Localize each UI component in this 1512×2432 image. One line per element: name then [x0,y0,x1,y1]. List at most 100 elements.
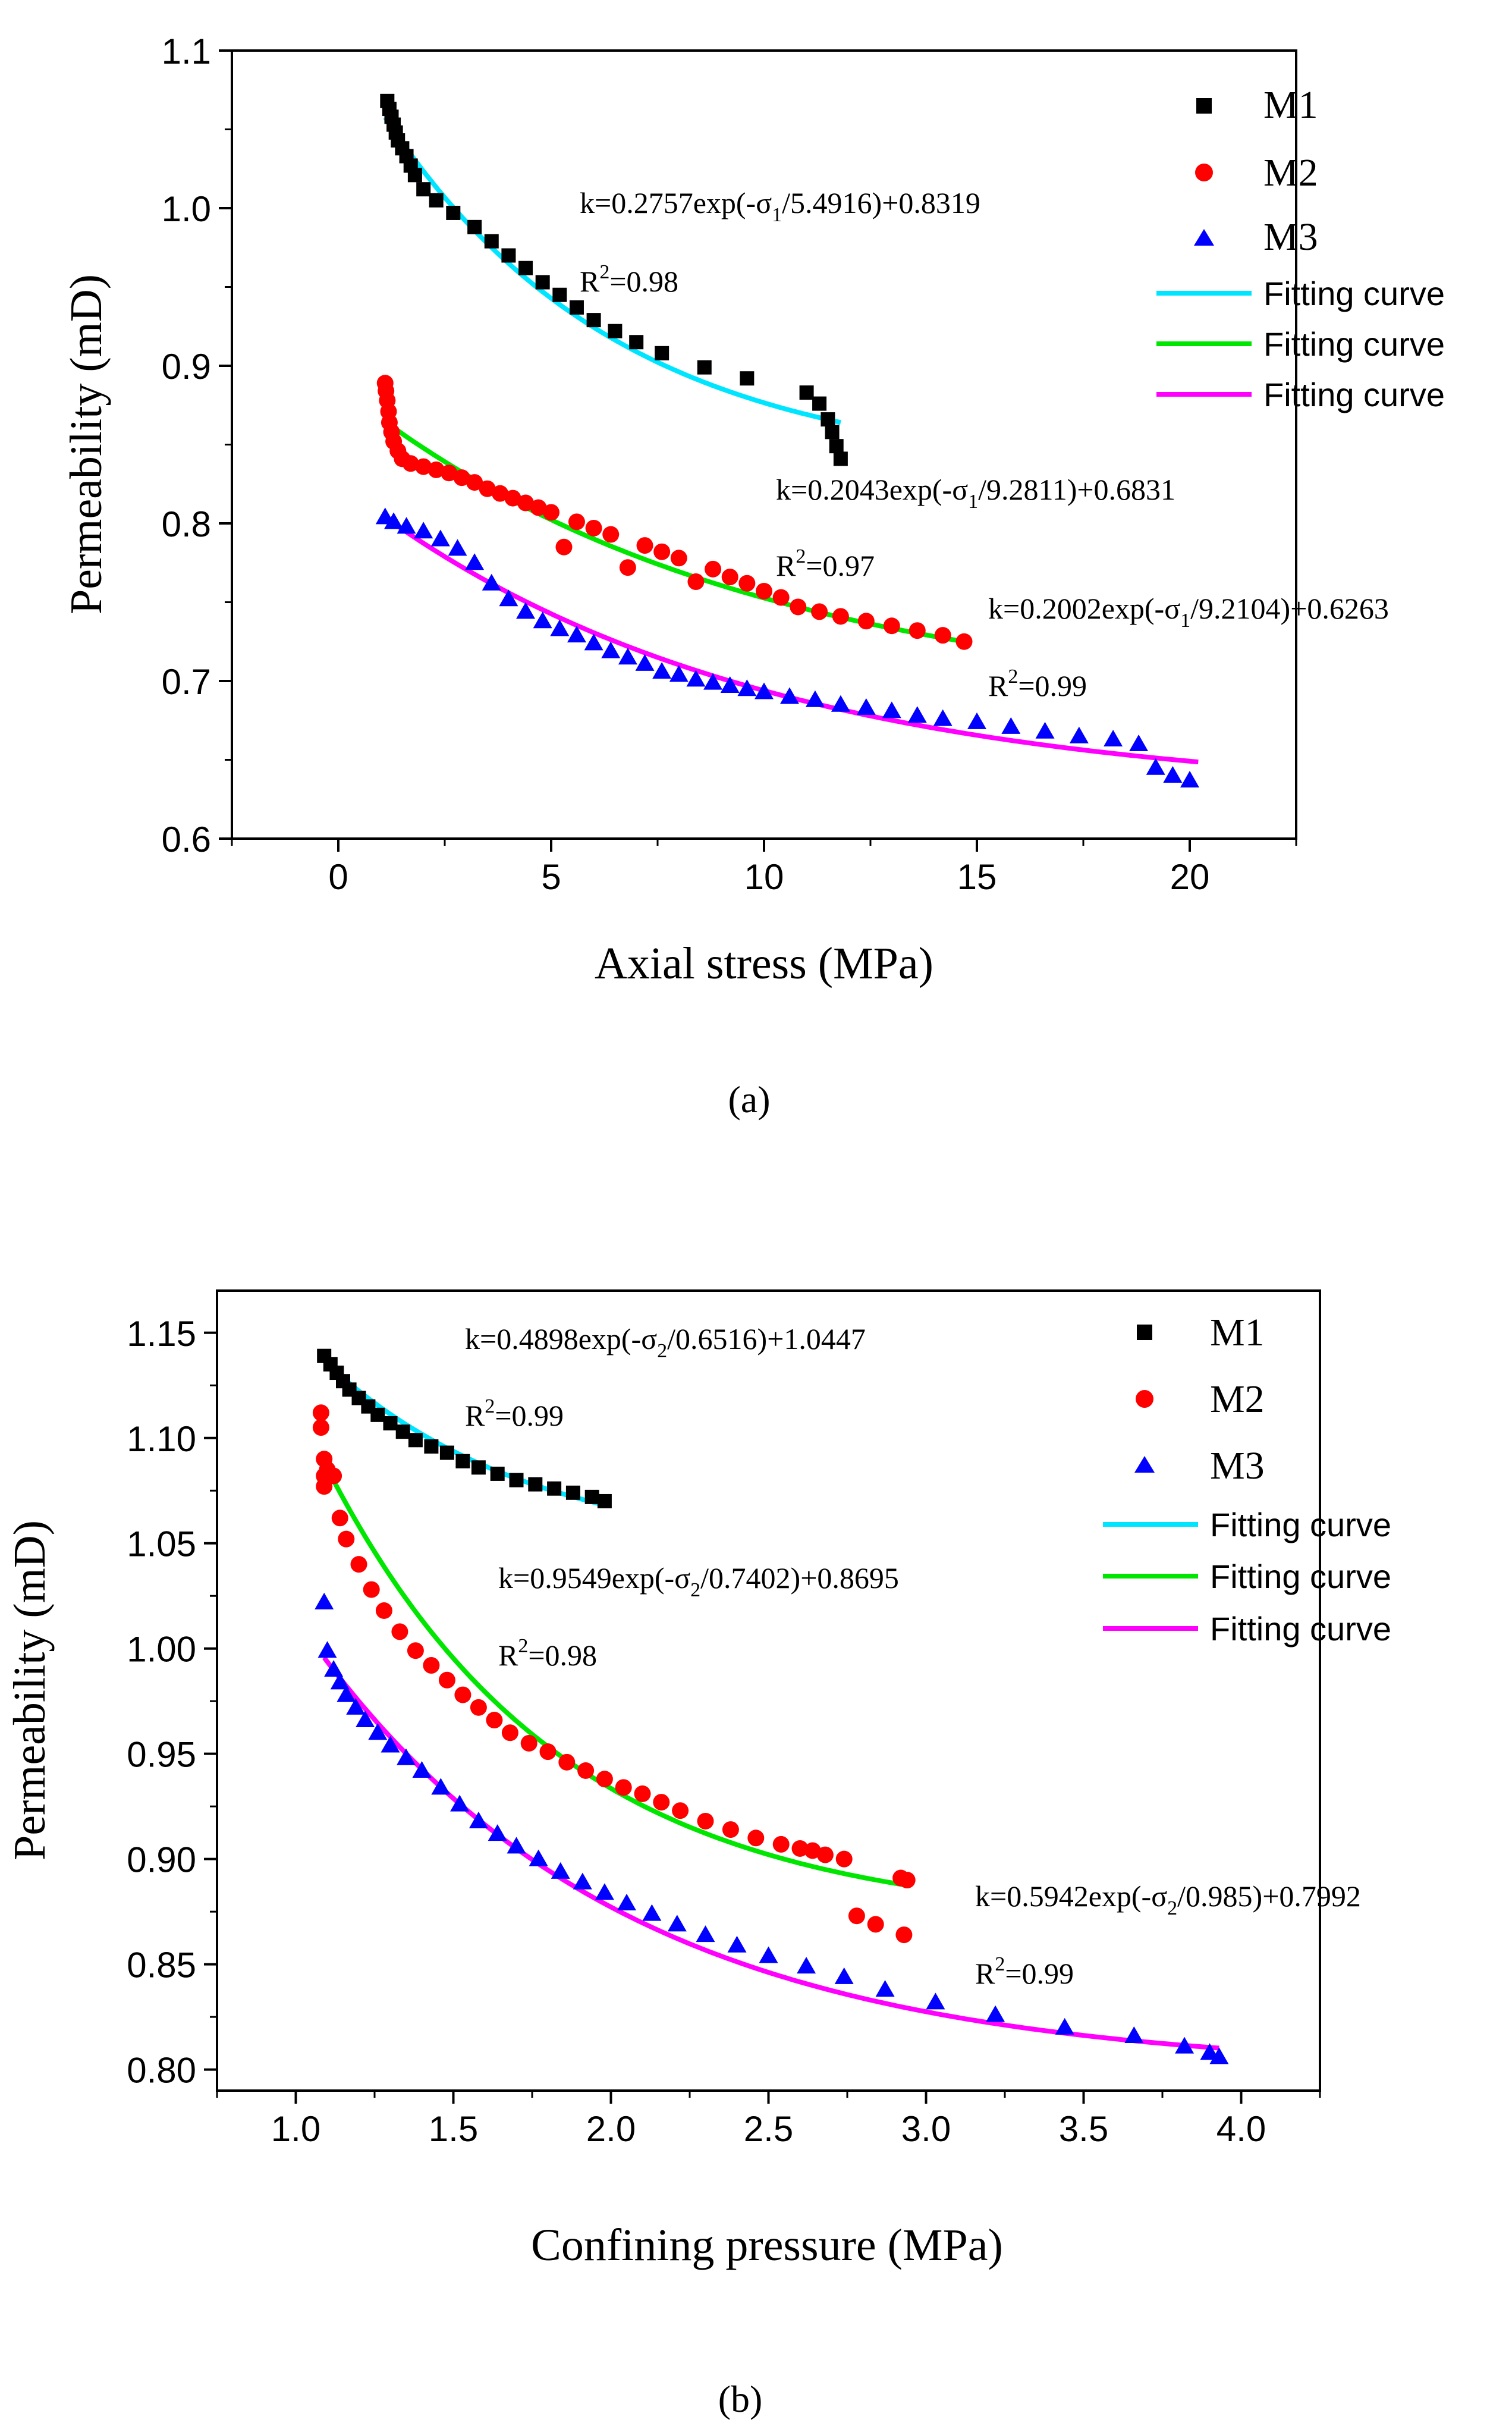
data-point-m3 [551,1862,570,1879]
x-tick-label: 5 [541,857,561,897]
legend-label-m3: M3 [1210,1444,1265,1488]
r2-label-3: R2=0.99 [975,1953,1074,1990]
data-point-m2 [721,569,738,586]
data-points [312,1348,1229,2064]
data-point-m3 [737,679,757,696]
r2-label-1: R2=0.98 [580,261,678,298]
data-point-m3 [805,690,825,707]
data-point-m2 [441,465,458,482]
data-point-m2 [883,617,900,635]
data-point-m3 [550,619,570,636]
legend-label-m3: M3 [1263,215,1318,259]
data-point-m2 [738,575,756,592]
data-point-m3 [533,611,552,629]
data-point-m1 [584,1489,599,1504]
x-tick-label: 1.5 [429,2109,478,2149]
data-point-m3 [573,1872,592,1890]
data-point-m2 [636,537,653,554]
data-point-m3 [469,1811,488,1828]
data-point-m3 [696,1925,715,1943]
data-point-m2 [955,633,973,650]
data-point-m2 [470,1699,487,1716]
data-point-m2 [520,1734,537,1752]
y-tick-label: 0.95 [127,1735,196,1775]
data-point-m2 [790,598,807,616]
data-point-m3 [448,539,467,556]
data-point-m1 [547,1481,562,1496]
data-point-m3 [797,1957,816,1974]
legend-label-fit-3: Fitting curve [1263,376,1445,413]
data-point-m2 [517,494,535,511]
fit-equation-3: k=0.2002exp(-σ1/9.2104)+0.6263 [988,592,1389,632]
data-point-m2 [415,458,432,475]
data-point-m2 [619,559,636,576]
data-point-m1 [825,425,840,440]
data-point-m3 [324,1660,344,1677]
data-points [375,93,1199,787]
data-point-m3 [397,517,416,534]
fit-equation-1: k=0.2757exp(-σ1/5.4916)+0.8319 [580,186,980,226]
data-point-m2 [747,1830,765,1847]
data-point-m1 [429,193,444,208]
data-point-m3 [507,1837,526,1854]
data-point-m2 [772,1835,790,1853]
data-point-m2 [705,560,722,578]
data-point-m3 [669,665,689,682]
data-point-m2 [602,526,620,543]
x-tick-label: 4.0 [1216,2109,1266,2149]
axis-ticks: 0 5 10 15 20 0.6 0.7 0.8 0.9 1.0 1.1 [162,32,1297,897]
x-tick-label: 3.5 [1059,2109,1108,2149]
data-point-m1 [608,324,623,338]
data-point-m3 [356,1711,375,1728]
data-point-m3 [667,1915,687,1932]
data-point-m1 [518,261,533,275]
y-tick-label: 0.8 [162,504,211,544]
data-point-m2 [427,461,445,478]
data-point-m2 [539,1743,557,1761]
x-tick-label: 2.5 [744,2109,793,2149]
y-tick-label: 0.7 [162,662,211,702]
data-point-m3 [381,1736,400,1753]
legend-marker-m1 [1196,98,1212,114]
data-point-m1 [565,1485,580,1500]
data-point-m1 [821,412,835,427]
data-point-m3 [330,1672,350,1690]
legend: M1 M2 M3 Fitting curve Fitting curve Fit… [1103,1311,1391,1648]
legend-marker-m1 [1137,1325,1152,1340]
data-point-m1 [697,360,712,375]
data-point-m3 [482,573,501,591]
fit-curve-2 [319,1455,905,1888]
data-point-m2 [634,1785,651,1802]
x-tick-label: 10 [744,857,784,897]
data-point-m3 [986,2005,1005,2022]
data-point-m2 [543,504,559,521]
data-point-m1 [552,287,567,302]
data-point-m2 [492,485,509,502]
data-point-m3 [755,682,774,699]
data-point-m3 [431,1778,451,1795]
data-point-m2 [375,1602,392,1619]
data-point-m2 [438,1671,455,1689]
data-point-m2 [811,603,828,620]
data-point-m2 [756,582,772,600]
data-point-m3 [1129,735,1149,751]
legend-label-fit-3: Fitting curve [1210,1610,1391,1648]
data-point-m3 [601,641,621,658]
data-point-m3 [1055,2017,1074,2035]
y-axis-label: Permeability (mD) [61,274,111,614]
data-point-m3 [779,687,799,704]
data-point-m1 [490,1466,505,1481]
data-point-m1 [629,335,644,350]
r2-label-2: R2=0.97 [776,545,875,582]
legend-label-m2: M2 [1263,151,1318,194]
x-tick-label: 1.0 [271,2109,320,2149]
data-point-m1 [812,396,827,411]
data-point-m2 [350,1556,367,1573]
data-point-m2 [338,1530,355,1548]
data-point-m3 [337,1685,356,1702]
data-point-m2 [867,1916,884,1933]
y-tick-label: 1.05 [127,1524,196,1564]
data-point-m1 [471,1460,486,1475]
data-point-m2 [423,1657,440,1674]
